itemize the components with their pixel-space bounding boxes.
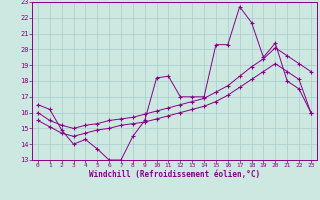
X-axis label: Windchill (Refroidissement éolien,°C): Windchill (Refroidissement éolien,°C) xyxy=(89,170,260,179)
